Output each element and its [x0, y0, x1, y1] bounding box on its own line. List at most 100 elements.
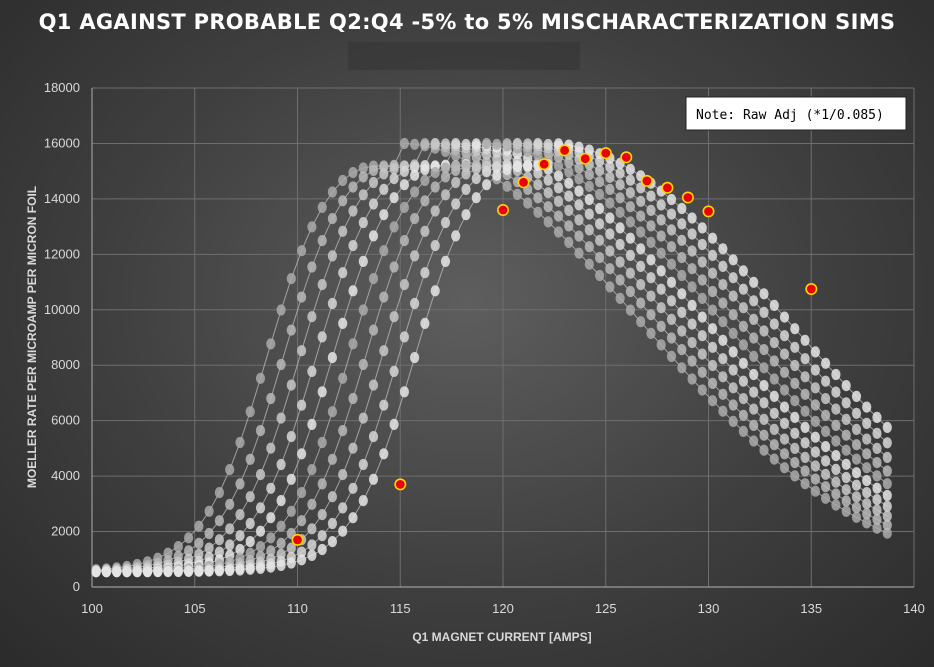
sim-point: [389, 365, 399, 377]
sim-point: [810, 446, 821, 458]
sim-point: [276, 458, 286, 471]
sim-point: [759, 362, 769, 374]
sim-point: [348, 167, 358, 179]
sim-point: [574, 247, 584, 259]
sim-point: [821, 481, 831, 493]
sim-point: [882, 421, 892, 433]
sim-point: [410, 186, 420, 198]
sim-point: [677, 306, 687, 318]
sim-point: [656, 320, 666, 332]
sim-point: [379, 245, 389, 257]
sim-point: [584, 241, 594, 253]
sim-point: [399, 331, 409, 343]
sim-point: [430, 181, 440, 193]
x-tick-label: 135: [800, 601, 822, 616]
sim-point: [790, 377, 800, 389]
sim-point: [810, 399, 821, 411]
sim-point: [708, 323, 718, 335]
sim-point: [338, 267, 348, 279]
sim-point: [718, 371, 728, 383]
sim-point: [358, 358, 368, 371]
sim-point: [882, 519, 892, 531]
sim-point: [738, 409, 749, 421]
sim-point: [882, 437, 892, 449]
sim-point: [348, 181, 358, 193]
sim-point: [574, 214, 584, 226]
sim-point: [153, 566, 163, 578]
sim-point: [697, 238, 707, 251]
sim-point: [430, 240, 440, 252]
sim-point: [687, 318, 697, 330]
sim-point: [101, 566, 111, 578]
sim-point: [379, 399, 389, 411]
sim-point: [553, 160, 564, 172]
sim-point: [584, 224, 594, 236]
sim-point: [666, 313, 677, 325]
sim-point: [708, 267, 718, 279]
sim-point: [440, 162, 451, 174]
sim-point: [543, 174, 553, 186]
data-point: [517, 176, 530, 189]
sim-point: [872, 504, 882, 516]
sim-point: [379, 168, 389, 180]
sim-point: [625, 163, 636, 175]
grid-layer: [91, 87, 915, 588]
sim-point: [410, 161, 420, 173]
sim-point: [595, 269, 605, 282]
sim-point: [851, 491, 862, 503]
sim-point: [553, 210, 564, 222]
sim-point: [779, 348, 790, 360]
sim-point: [574, 173, 584, 185]
sim-point: [430, 167, 440, 179]
sim-point: [656, 339, 666, 351]
sim-point: [759, 429, 769, 441]
sim-point: [348, 240, 358, 252]
sim-point: [307, 523, 317, 535]
x-tick-label: 140: [903, 601, 925, 616]
sim-point: [420, 138, 430, 150]
x-tick-label: 130: [698, 601, 720, 616]
sim-point: [595, 218, 605, 230]
y-tick-label: 10000: [44, 302, 80, 317]
sim-point: [677, 325, 687, 337]
sim-point: [512, 161, 523, 173]
sim-point: [769, 423, 779, 435]
sim-curve-line: [96, 143, 888, 571]
sim-point: [666, 276, 677, 288]
sim-point: [656, 283, 666, 295]
sim-point: [666, 350, 677, 362]
sim-point: [379, 183, 389, 195]
sim-point: [564, 220, 574, 232]
sim-point: [482, 179, 492, 191]
sim-point: [492, 169, 502, 181]
sim-point: [862, 498, 872, 510]
sim-point: [749, 350, 759, 362]
y-tick-label: 2000: [51, 524, 80, 539]
sim-point: [266, 512, 276, 524]
sim-point: [266, 532, 276, 544]
sim-point: [317, 508, 327, 521]
sim-point: [759, 444, 769, 456]
sim-point: [862, 517, 872, 529]
sim-point: [646, 327, 656, 339]
sim-point: [697, 366, 707, 378]
sim-point: [831, 463, 841, 475]
x-tick-label: 115: [390, 601, 411, 616]
sim-point: [749, 386, 759, 398]
sim-point: [769, 439, 779, 451]
sim-point: [327, 406, 337, 418]
sim-point: [821, 409, 831, 421]
sim-point: [687, 373, 697, 385]
sim-point: [779, 462, 790, 474]
sim-point: [615, 192, 625, 204]
sim-point: [307, 365, 317, 377]
sim-point: [420, 163, 430, 176]
sim-point: [708, 377, 718, 389]
sim-point: [749, 295, 759, 307]
sim-point: [399, 235, 409, 247]
sim-point: [769, 318, 779, 330]
sim-point: [543, 201, 553, 213]
sim-point: [810, 473, 821, 485]
sim-point: [574, 162, 584, 174]
sim-point: [862, 462, 872, 474]
